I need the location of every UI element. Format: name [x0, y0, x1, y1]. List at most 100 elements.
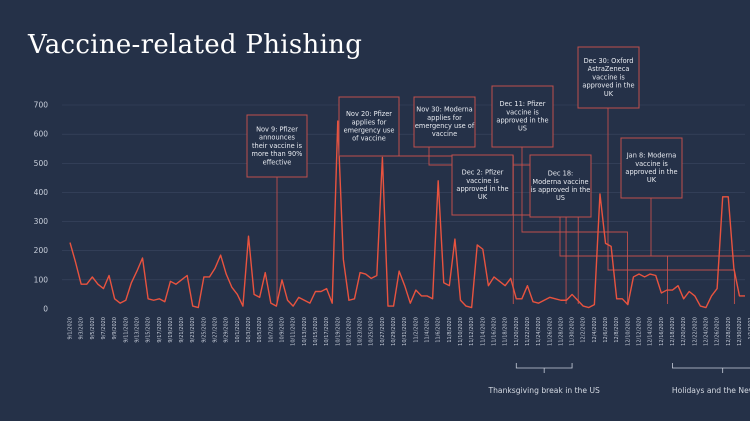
x-tick-label: 10/25/2020 [369, 317, 375, 346]
x-tick-label: 11/30/2020 [570, 317, 576, 346]
annotation-text: Dec 11: Pfizer [500, 100, 546, 108]
annotation-text: of vaccine [352, 135, 386, 143]
x-tick-label: 9/1/2020 [68, 317, 74, 339]
x-tick-label: 11/8/2020 [447, 317, 453, 343]
x-tick-label: 10/27/2020 [380, 317, 386, 346]
y-tick-label: 600 [34, 130, 49, 139]
annotation-leader-line [521, 147, 628, 304]
x-tick-label: 12/22/2020 [692, 317, 698, 346]
x-tick-label: 12/20/2020 [681, 317, 687, 346]
annotation-text: emergency use [344, 127, 395, 135]
x-tick-label: 9/5/2020 [90, 317, 96, 339]
annotation-text: applies for [352, 118, 387, 126]
annotation-text: vaccine is [506, 108, 539, 116]
x-tick-label: 10/7/2020 [268, 317, 274, 343]
annotation-text: approved in the [625, 168, 677, 176]
y-tick-label: 700 [34, 101, 49, 110]
x-tick-label: 11/14/2020 [480, 317, 486, 346]
annotation-leader-line [482, 214, 579, 304]
x-tick-label: 11/20/2020 [514, 317, 520, 346]
annotation-text: UK [604, 90, 614, 98]
x-tick-label: 9/13/2020 [134, 317, 140, 343]
annotation-text: approved in the [496, 117, 548, 125]
x-tick-label: 10/1/2020 [235, 317, 241, 343]
x-tick-label: 10/23/2020 [358, 317, 364, 346]
x-tick-label: 11/4/2020 [425, 317, 431, 343]
y-tick-label: 100 [34, 275, 49, 284]
x-tick-label: 11/28/2020 [558, 317, 564, 346]
x-tick-label: 12/28/2020 [726, 317, 732, 346]
annotation-text: UK [647, 176, 657, 184]
x-tick-label: 11/26/2020 [547, 317, 553, 346]
x-tick-label: 10/29/2020 [391, 317, 397, 346]
x-tick-label: 10/19/2020 [335, 317, 341, 346]
x-tick-label: 10/15/2020 [313, 317, 319, 346]
x-tick-label: 11/24/2020 [536, 317, 542, 346]
x-tick-label: 10/21/2020 [346, 317, 352, 346]
annotation-text: US [556, 194, 565, 202]
period-brace [515, 363, 573, 373]
x-tick-label: 9/19/2020 [168, 317, 174, 343]
x-tick-label: 9/17/2020 [157, 317, 163, 343]
x-tick-label: 10/5/2020 [257, 317, 263, 343]
x-tick-label: 11/10/2020 [458, 317, 464, 346]
annotation-text: Nov 30: Moderna [416, 106, 472, 114]
annotation-text: emergency use of [415, 122, 475, 130]
x-tick-label: 11/2/2020 [413, 317, 419, 343]
x-tick-label: 11/16/2020 [491, 317, 497, 346]
annotation-text: their vaccine is [252, 142, 303, 150]
x-tick-label: 9/23/2020 [190, 317, 196, 343]
x-tick-label: 10/11/2020 [291, 317, 297, 346]
annotation-text: Dec 2: Pfizer [462, 169, 504, 177]
x-tick-label: 10/9/2020 [279, 317, 285, 343]
x-tick-label: 12/18/2020 [670, 317, 676, 346]
x-tick-label: 10/3/2020 [246, 317, 252, 343]
annotation-box [529, 154, 592, 218]
x-tick-label: 9/3/2020 [79, 317, 85, 339]
x-tick-label: 12/6/2020 [603, 317, 609, 343]
annotation-box [246, 114, 308, 178]
x-tick-label: 11/22/2020 [525, 317, 531, 346]
annotation-text: applies for [427, 114, 462, 122]
annotation-text: US [518, 125, 527, 133]
x-tick-label: 9/21/2020 [179, 317, 185, 343]
annotation-text: Nov 9: Pfizer [256, 126, 298, 134]
x-tick-label: 11/6/2020 [436, 317, 442, 343]
period-label: Thanksgiving break in the US [487, 386, 600, 395]
x-tick-label: 9/27/2020 [213, 317, 219, 343]
annotation-leader-line [650, 198, 750, 257]
x-tick-label: 12/24/2020 [703, 317, 709, 346]
annotation-text: vaccine [432, 130, 457, 138]
annotation-text: Dec 30: Oxford [584, 57, 634, 65]
y-tick-label: 500 [34, 159, 49, 168]
x-tick-label: 12/8/2020 [614, 317, 620, 343]
x-tick-label: 12/14/2020 [648, 317, 654, 346]
annotation-box [451, 154, 514, 216]
x-tick-label: 9/11/2020 [123, 317, 129, 343]
annotation-box [491, 85, 554, 148]
y-tick-label: 200 [34, 246, 49, 255]
x-tick-label: 9/25/2020 [201, 317, 207, 343]
x-tick-label: 12/2/2020 [581, 317, 587, 343]
annotation-text: Nov 20: Pfizer [346, 110, 392, 118]
period-label: Holidays and the New Year [672, 386, 750, 395]
x-tick-label: 12/26/2020 [715, 317, 721, 346]
x-tick-label: 9/15/2020 [146, 317, 152, 343]
x-tick-label: 11/12/2020 [469, 317, 475, 346]
annotation-text: UK [478, 193, 488, 201]
annotation-text: vaccine is [635, 160, 668, 168]
x-tick-label: 11/18/2020 [503, 317, 509, 346]
annotation-text: more than 90% [252, 150, 303, 158]
annotation-text: effective [263, 158, 292, 166]
annotation-text: Dec 18: [548, 170, 573, 178]
x-tick-label: 12/12/2020 [637, 317, 643, 346]
chart-title: Vaccine-related Phishing [28, 30, 363, 60]
